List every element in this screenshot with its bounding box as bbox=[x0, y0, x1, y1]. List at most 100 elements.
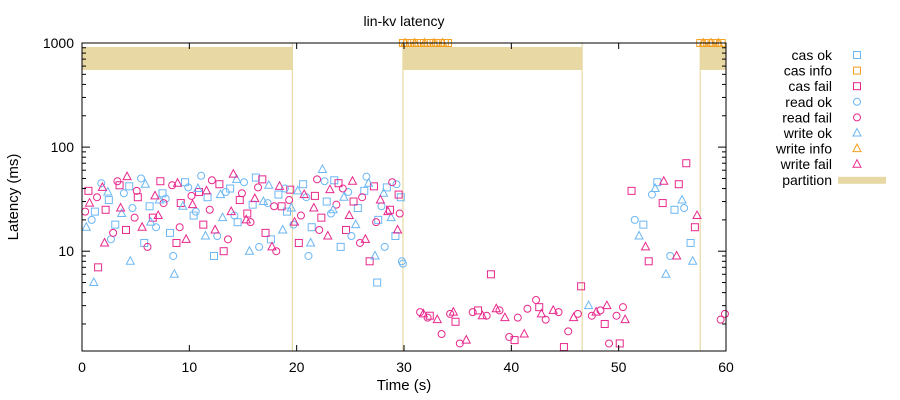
partition-band bbox=[402, 47, 583, 70]
data-point bbox=[296, 211, 305, 220]
series-cas-ok bbox=[90, 173, 695, 287]
data-point bbox=[400, 37, 410, 47]
data-point bbox=[377, 202, 386, 211]
data-point bbox=[639, 220, 648, 229]
legend-label: write ok bbox=[783, 125, 833, 141]
data-point bbox=[199, 220, 208, 229]
data-point bbox=[99, 237, 110, 247]
data-point bbox=[541, 315, 550, 324]
data-point bbox=[294, 238, 303, 247]
data-point bbox=[519, 328, 530, 338]
data-point bbox=[215, 180, 224, 189]
data-point bbox=[365, 257, 374, 266]
data-point bbox=[477, 310, 488, 320]
partition-layer bbox=[82, 43, 726, 351]
x-tick-label: 20 bbox=[289, 359, 305, 375]
data-point bbox=[109, 228, 118, 237]
data-point bbox=[277, 202, 286, 211]
axes-layer: 0 10 20 30 40 50 60 10 100 1000 bbox=[43, 35, 734, 375]
data-point bbox=[375, 194, 386, 204]
data-point bbox=[513, 313, 522, 322]
data-point bbox=[254, 183, 263, 192]
data-point bbox=[317, 163, 328, 173]
data-point bbox=[461, 334, 472, 344]
data-point bbox=[564, 327, 573, 336]
data-point bbox=[658, 175, 669, 185]
data-point bbox=[201, 185, 212, 195]
data-point bbox=[143, 242, 152, 251]
data-point bbox=[615, 339, 624, 348]
data-point bbox=[486, 270, 495, 279]
data-point bbox=[272, 247, 281, 256]
data-point bbox=[720, 309, 729, 318]
data-point bbox=[322, 230, 333, 240]
data-point bbox=[200, 230, 211, 240]
data-point bbox=[474, 306, 483, 315]
data-point bbox=[605, 339, 614, 348]
data-point bbox=[289, 220, 298, 229]
data-point bbox=[93, 193, 102, 202]
data-point bbox=[263, 199, 272, 208]
data-point bbox=[217, 212, 228, 222]
data-point bbox=[309, 202, 319, 212]
data-point bbox=[181, 178, 190, 187]
data-point bbox=[277, 224, 288, 234]
data-point bbox=[505, 332, 514, 341]
x-tick-label: 0 bbox=[78, 359, 86, 375]
series-read-ok bbox=[87, 171, 689, 268]
data-point bbox=[313, 175, 322, 184]
data-point bbox=[339, 191, 349, 201]
data-point bbox=[396, 193, 405, 202]
data-point bbox=[116, 207, 127, 218]
data-point bbox=[391, 231, 400, 240]
legend-label: write fail bbox=[780, 156, 832, 172]
partition-band bbox=[82, 47, 293, 70]
data-point bbox=[240, 178, 249, 187]
data-point bbox=[307, 223, 316, 232]
legend-label: read ok bbox=[785, 94, 833, 110]
data-point bbox=[355, 238, 364, 247]
legend-marker bbox=[852, 127, 862, 137]
data-point bbox=[344, 209, 355, 220]
data-point bbox=[349, 197, 358, 206]
data-point bbox=[106, 235, 115, 244]
x-tick-label: 10 bbox=[182, 359, 198, 375]
data-point bbox=[378, 187, 389, 197]
data-point bbox=[310, 191, 319, 200]
data-point bbox=[327, 209, 336, 218]
data-point bbox=[266, 235, 275, 244]
data-point bbox=[90, 207, 99, 216]
data-point bbox=[304, 251, 313, 260]
data-point bbox=[283, 207, 292, 216]
data-point bbox=[169, 268, 180, 278]
data-point bbox=[88, 276, 99, 287]
data-point bbox=[189, 211, 198, 220]
data-point bbox=[128, 204, 137, 213]
data-point bbox=[432, 314, 443, 324]
data-point bbox=[620, 314, 630, 324]
data-point bbox=[322, 197, 331, 206]
x-tick-label: 40 bbox=[504, 359, 520, 375]
data-point bbox=[600, 319, 609, 328]
data-point bbox=[219, 247, 228, 256]
data-point bbox=[334, 179, 343, 188]
data-point bbox=[81, 221, 92, 231]
data-point bbox=[292, 185, 303, 195]
data-point bbox=[677, 194, 687, 204]
data-point bbox=[532, 295, 541, 304]
data-point bbox=[692, 209, 702, 220]
legend-marker bbox=[853, 113, 861, 122]
data-point bbox=[383, 206, 393, 216]
data-point bbox=[448, 306, 459, 316]
legend-label: read fail bbox=[782, 109, 832, 125]
data-point bbox=[386, 212, 396, 222]
data-point bbox=[172, 238, 181, 247]
data-point bbox=[347, 231, 356, 240]
data-point bbox=[221, 188, 230, 197]
points-layer bbox=[81, 37, 729, 352]
data-point bbox=[315, 225, 324, 234]
data-point bbox=[392, 224, 403, 234]
data-point bbox=[500, 312, 510, 322]
data-point bbox=[119, 189, 128, 198]
data-point bbox=[122, 171, 132, 181]
